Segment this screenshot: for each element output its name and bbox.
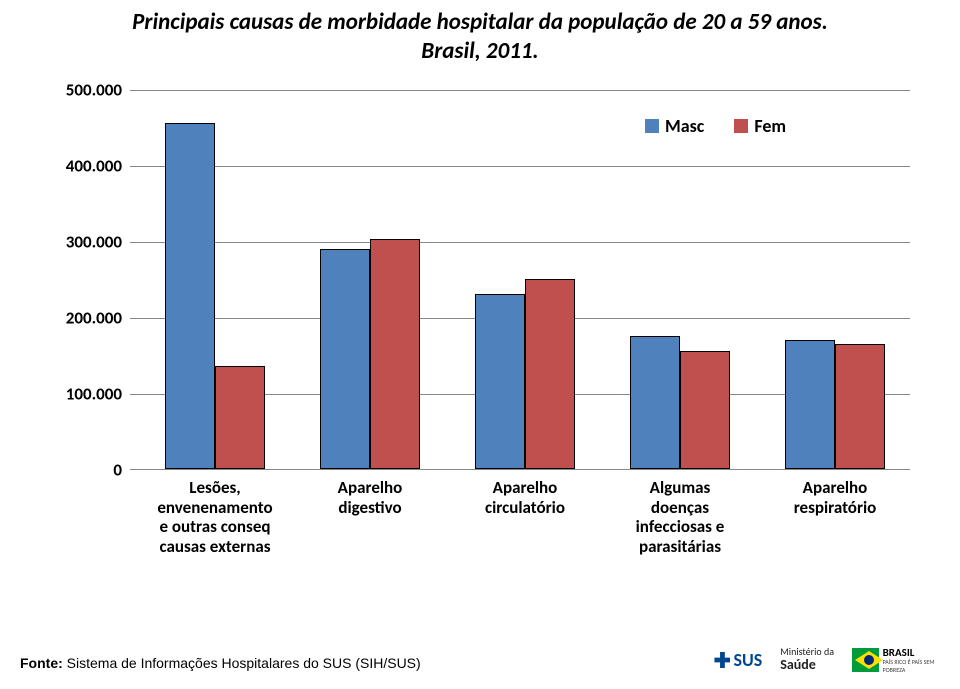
legend-swatch-fem: [734, 119, 748, 133]
legend-item-masc: Masc: [645, 115, 704, 137]
ministerio-logo: Ministério da Saúde: [780, 647, 834, 672]
bar-group: [785, 340, 885, 469]
x-tick-label: Aparelhodigestivo: [295, 478, 446, 517]
legend-label-masc: Masc: [665, 115, 704, 137]
bar: [215, 366, 265, 469]
brasil-logo: BRASIL PAÍS RICO É PAÍS SEM POBREZA: [852, 643, 942, 677]
plot: Masc Fem 0100.000200.000300.000400.00050…: [130, 90, 910, 470]
bar-group: [165, 123, 265, 469]
source-label: Fonte:: [20, 655, 63, 671]
chart-area: Masc Fem 0100.000200.000300.000400.00050…: [50, 90, 920, 590]
y-tick-label: 100.000: [66, 384, 122, 405]
bar-group: [630, 336, 730, 469]
bar: [525, 279, 575, 469]
legend: Masc Fem: [645, 115, 786, 137]
bar: [785, 340, 835, 469]
brasil-text: BRASIL: [883, 647, 942, 658]
y-tick-label: 0: [113, 460, 122, 481]
plus-icon: [714, 652, 730, 668]
bar: [320, 249, 370, 469]
bar-group: [320, 239, 420, 469]
bar: [835, 344, 885, 469]
ministerio-big: Saúde: [780, 658, 834, 673]
y-tick-label: 200.000: [66, 308, 122, 329]
title-line2: Brasil, 2011.: [421, 37, 538, 65]
bar-group: [475, 279, 575, 469]
brasil-text-wrap: BRASIL PAÍS RICO É PAÍS SEM POBREZA: [883, 647, 942, 674]
y-tick-label: 300.000: [66, 232, 122, 253]
legend-item-fem: Fem: [734, 115, 786, 137]
bar: [680, 351, 730, 469]
gridline: [130, 90, 910, 91]
legend-swatch-masc: [645, 119, 659, 133]
x-tick-label: Lesões,envenenamentoe outras conseqcausa…: [140, 478, 291, 556]
title-line1: Principais causas de morbidade hospitala…: [132, 8, 828, 36]
bar: [370, 239, 420, 469]
y-tick-label: 500.000: [66, 80, 122, 101]
chart-title: Principais causas de morbidade hospitala…: [0, 0, 960, 66]
flag-icon: [852, 648, 879, 672]
brasil-sub: PAÍS RICO É PAÍS SEM POBREZA: [883, 658, 942, 674]
sus-text: SUS: [733, 649, 762, 671]
x-axis-labels: Lesões,envenenamentoe outras conseqcausa…: [130, 478, 910, 578]
bar: [165, 123, 215, 469]
y-tick-label: 400.000: [66, 156, 122, 177]
legend-label-fem: Fem: [754, 115, 786, 137]
x-tick-label: Algumasdoençasinfecciosas eparasitárias: [605, 478, 756, 556]
bar: [475, 294, 525, 469]
bar: [630, 336, 680, 469]
source-text: Sistema de Informações Hospitalares do S…: [63, 655, 421, 671]
x-tick-label: Aparelhorespiratório: [760, 478, 911, 517]
x-tick-label: Aparelhocirculatório: [450, 478, 601, 517]
source-footer: Fonte: Sistema de Informações Hospitalar…: [20, 655, 421, 671]
logo-strip: SUS Ministério da Saúde BRASIL PAÍS RICO…: [714, 643, 942, 677]
sus-logo: SUS: [714, 649, 762, 671]
